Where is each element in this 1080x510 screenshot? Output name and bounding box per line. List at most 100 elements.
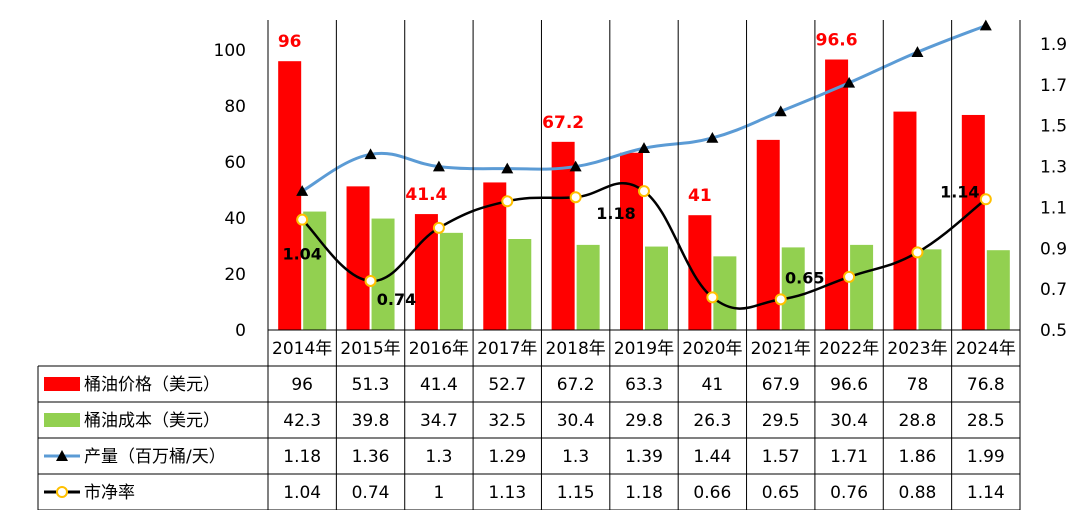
pb-marker — [774, 293, 787, 306]
cost-bar — [303, 211, 327, 330]
price-bar — [483, 182, 507, 330]
table-cell-value: 32.5 — [488, 411, 526, 431]
left-axis-tick-label: 100 — [214, 41, 246, 61]
table-cell-value: 67.2 — [557, 375, 595, 395]
price-bar — [346, 186, 370, 330]
table-cell-value: 76.8 — [967, 375, 1005, 395]
price-data-label: 41.4 — [405, 185, 447, 205]
table-cell-value: 29.8 — [625, 411, 663, 431]
table-cell-value: 52.7 — [488, 375, 526, 395]
right-axis-tick-label: 1.5 — [1040, 117, 1067, 137]
table-cell-value: 1.3 — [562, 447, 589, 467]
pb-data-label: 0.65 — [785, 268, 824, 287]
table-cell-value: 1.99 — [967, 447, 1005, 467]
table-cell-value: 1.18 — [625, 483, 663, 503]
pb-marker — [501, 195, 514, 208]
table-cell-value: 96 — [291, 375, 313, 395]
pb-marker — [706, 291, 719, 304]
pb-data-label: 1.14 — [940, 182, 979, 201]
production-marker — [706, 131, 719, 143]
category-tick-label: 2020年 — [682, 339, 742, 359]
table-cell-value: 1.71 — [830, 447, 868, 467]
cost-bar — [918, 249, 942, 330]
table-cell-value: 30.4 — [557, 411, 595, 431]
cost-bar — [439, 232, 463, 330]
category-tick-label: 2014年 — [272, 339, 332, 359]
right-axis-tick-label: 1.3 — [1040, 158, 1067, 178]
pb-data-label: 1.04 — [282, 245, 321, 264]
table-cell-value: 1.15 — [557, 483, 595, 503]
price-bar — [893, 111, 917, 330]
table-cell-value: 26.3 — [693, 411, 731, 431]
category-tick-label: 2023年 — [887, 339, 947, 359]
table-cell-value: 39.8 — [352, 411, 390, 431]
production-marker — [364, 148, 377, 160]
table-cell-value: 1.39 — [625, 447, 663, 467]
cost-bar — [713, 256, 737, 330]
left-axis-tick-label: 20 — [224, 265, 246, 285]
table-cell-value: 96.6 — [830, 375, 868, 395]
pb-marker — [911, 246, 924, 259]
table-cell-value: 28.5 — [967, 411, 1005, 431]
table-cell-value: 1.18 — [283, 447, 321, 467]
price-bar — [620, 152, 643, 330]
price-bar — [551, 141, 575, 330]
pb-marker — [569, 191, 582, 204]
right-axis-tick-label: 1.9 — [1040, 35, 1067, 55]
category-tick-label: 2017年 — [477, 339, 537, 359]
price-bar — [756, 139, 780, 330]
cost-bar — [781, 247, 805, 330]
pb-marker — [432, 221, 445, 234]
pb-marker — [296, 213, 309, 226]
table-cell-value: 0.65 — [762, 483, 800, 503]
table-cell-value: 1 — [433, 483, 444, 503]
left-axis-tick-label: 80 — [224, 97, 246, 117]
table-cell-value: 51.3 — [352, 375, 390, 395]
table-cell-value: 42.3 — [283, 411, 321, 431]
production-marker — [774, 105, 787, 117]
legend-label: 产量（百万桶/天） — [84, 447, 226, 467]
price-data-label: 96.6 — [816, 31, 858, 51]
price-bar — [961, 114, 985, 331]
table-cell-value: 1.86 — [899, 447, 937, 467]
category-tick-label: 2015年 — [340, 339, 400, 359]
legend-label: 桶油价格（美元） — [84, 375, 220, 395]
left-axis-tick-label: 0 — [235, 321, 246, 341]
table-cell-value: 63.3 — [625, 375, 663, 395]
legend-marker — [56, 450, 68, 461]
table-cell-value: 0.66 — [693, 483, 731, 503]
category-tick-label: 2018年 — [546, 339, 606, 359]
price-bar — [825, 59, 849, 331]
category-tick-label: 2016年 — [409, 339, 469, 359]
table-cell-value: 41.4 — [420, 375, 458, 395]
pb-data-label: 1.18 — [596, 204, 635, 223]
production-marker — [638, 142, 650, 153]
category-tick-label: 2019年 — [614, 339, 674, 359]
right-axis-tick-label: 1.1 — [1040, 198, 1067, 218]
cost-bar — [986, 250, 1010, 330]
left-axis-tick-label: 60 — [224, 153, 246, 173]
cost-bar — [371, 218, 395, 330]
table-cell-value: 0.74 — [352, 483, 390, 503]
table-cell-value: 28.8 — [899, 411, 937, 431]
cost-bar — [850, 244, 874, 330]
category-tick-label: 2024年 — [956, 339, 1016, 359]
price-bar — [688, 215, 712, 330]
table-cell-value: 29.5 — [762, 411, 800, 431]
table-cell-value: 34.7 — [420, 411, 458, 431]
pb-data-label: 0.74 — [377, 290, 416, 309]
production-marker — [569, 160, 582, 172]
table-cell-value: 1.04 — [283, 483, 321, 503]
price-data-label: 96 — [278, 32, 302, 52]
table-cell-value: 1.36 — [352, 447, 390, 467]
cost-bar — [576, 244, 600, 330]
table-cell-value: 78 — [907, 375, 929, 395]
table-cell-value: 1.57 — [762, 447, 800, 467]
cost-bar — [508, 239, 532, 330]
legend-key — [44, 377, 80, 391]
table-cell-value: 1.29 — [488, 447, 526, 467]
table-cell-value: 0.76 — [830, 483, 868, 503]
pb-marker — [843, 270, 856, 283]
table-cell-value: 1.14 — [967, 483, 1005, 503]
